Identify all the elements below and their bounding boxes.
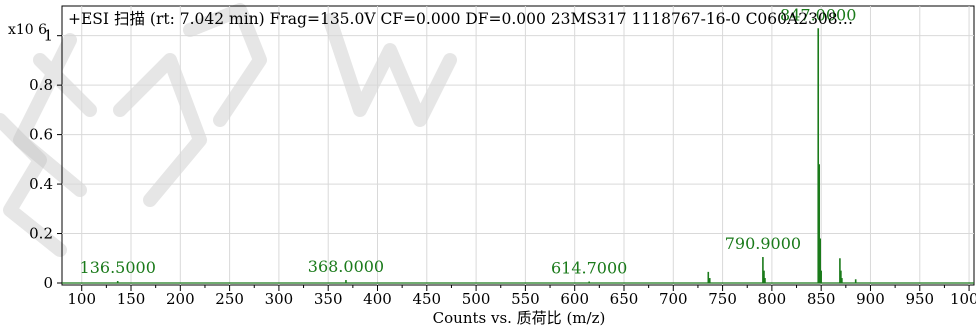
watermark-stroke-0 — [0, 113, 67, 257]
watermark-stroke-4 — [323, 13, 457, 127]
x-tick-label: 500 — [462, 290, 491, 308]
x-tick-label: 850 — [807, 290, 836, 308]
x-tick-label: 100 — [67, 290, 96, 308]
spectrum-trace — [62, 28, 974, 284]
x-axis: 100 150 200 250 300 350 400 450 500 550 600 650 700 7… — [67, 285, 976, 308]
y-multiplier-label: x10 6 — [8, 22, 47, 38]
peak-label: 847.0000 — [780, 5, 856, 24]
x-tick-label: 800 — [758, 290, 787, 308]
peak-label: 790.9000 — [725, 234, 801, 253]
x-tick-label: 900 — [856, 290, 885, 308]
plot-frame — [61, 5, 975, 286]
x-tick-label: 250 — [215, 290, 244, 308]
y-tick-label: 1 — [43, 27, 53, 45]
x-tick-label: 200 — [166, 290, 195, 308]
x-tick-label: 400 — [363, 290, 392, 308]
x-tick-label: 750 — [708, 290, 737, 308]
y-tick-label: 0.8 — [29, 76, 53, 94]
peak-label: 614.7000 — [551, 259, 627, 278]
y-tick-label: 0 — [43, 274, 53, 292]
chart-title: +ESI 扫描 (rt: 7.042 min) Frag=135.0V CF=0… — [68, 10, 853, 28]
peak-label: 368.0000 — [308, 257, 384, 276]
watermark — [0, 3, 457, 257]
y-tick-label: 0.4 — [29, 175, 53, 193]
peak-label: 136.5000 — [80, 258, 156, 277]
x-tick-label: 650 — [610, 290, 639, 308]
y-tick-label: 0.6 — [29, 126, 53, 144]
x-axis-label: Counts vs. 质荷比 (m/z) — [433, 309, 606, 327]
x-tick-label: 1000 — [950, 290, 976, 308]
x-tick-label: 150 — [117, 290, 146, 308]
x-tick-label: 600 — [560, 290, 589, 308]
x-tick-label: 950 — [905, 290, 934, 308]
x-tick-label: 700 — [659, 290, 688, 308]
x-tick-label: 300 — [265, 290, 294, 308]
y-axis: 0 0.2 0.4 0.6 0.8 1 — [29, 27, 62, 292]
y-tick-label: 0.2 — [29, 225, 53, 243]
x-tick-label: 450 — [412, 290, 441, 308]
peak-annotations: 847.0000 790.9000 614.7000 368.0000 136.5000 — [80, 5, 857, 277]
x-tick-label: 350 — [314, 290, 343, 308]
watermark-stroke-2 — [113, 53, 207, 207]
watermark-stroke-3 — [183, 3, 267, 127]
x-tick-label: 550 — [511, 290, 540, 308]
